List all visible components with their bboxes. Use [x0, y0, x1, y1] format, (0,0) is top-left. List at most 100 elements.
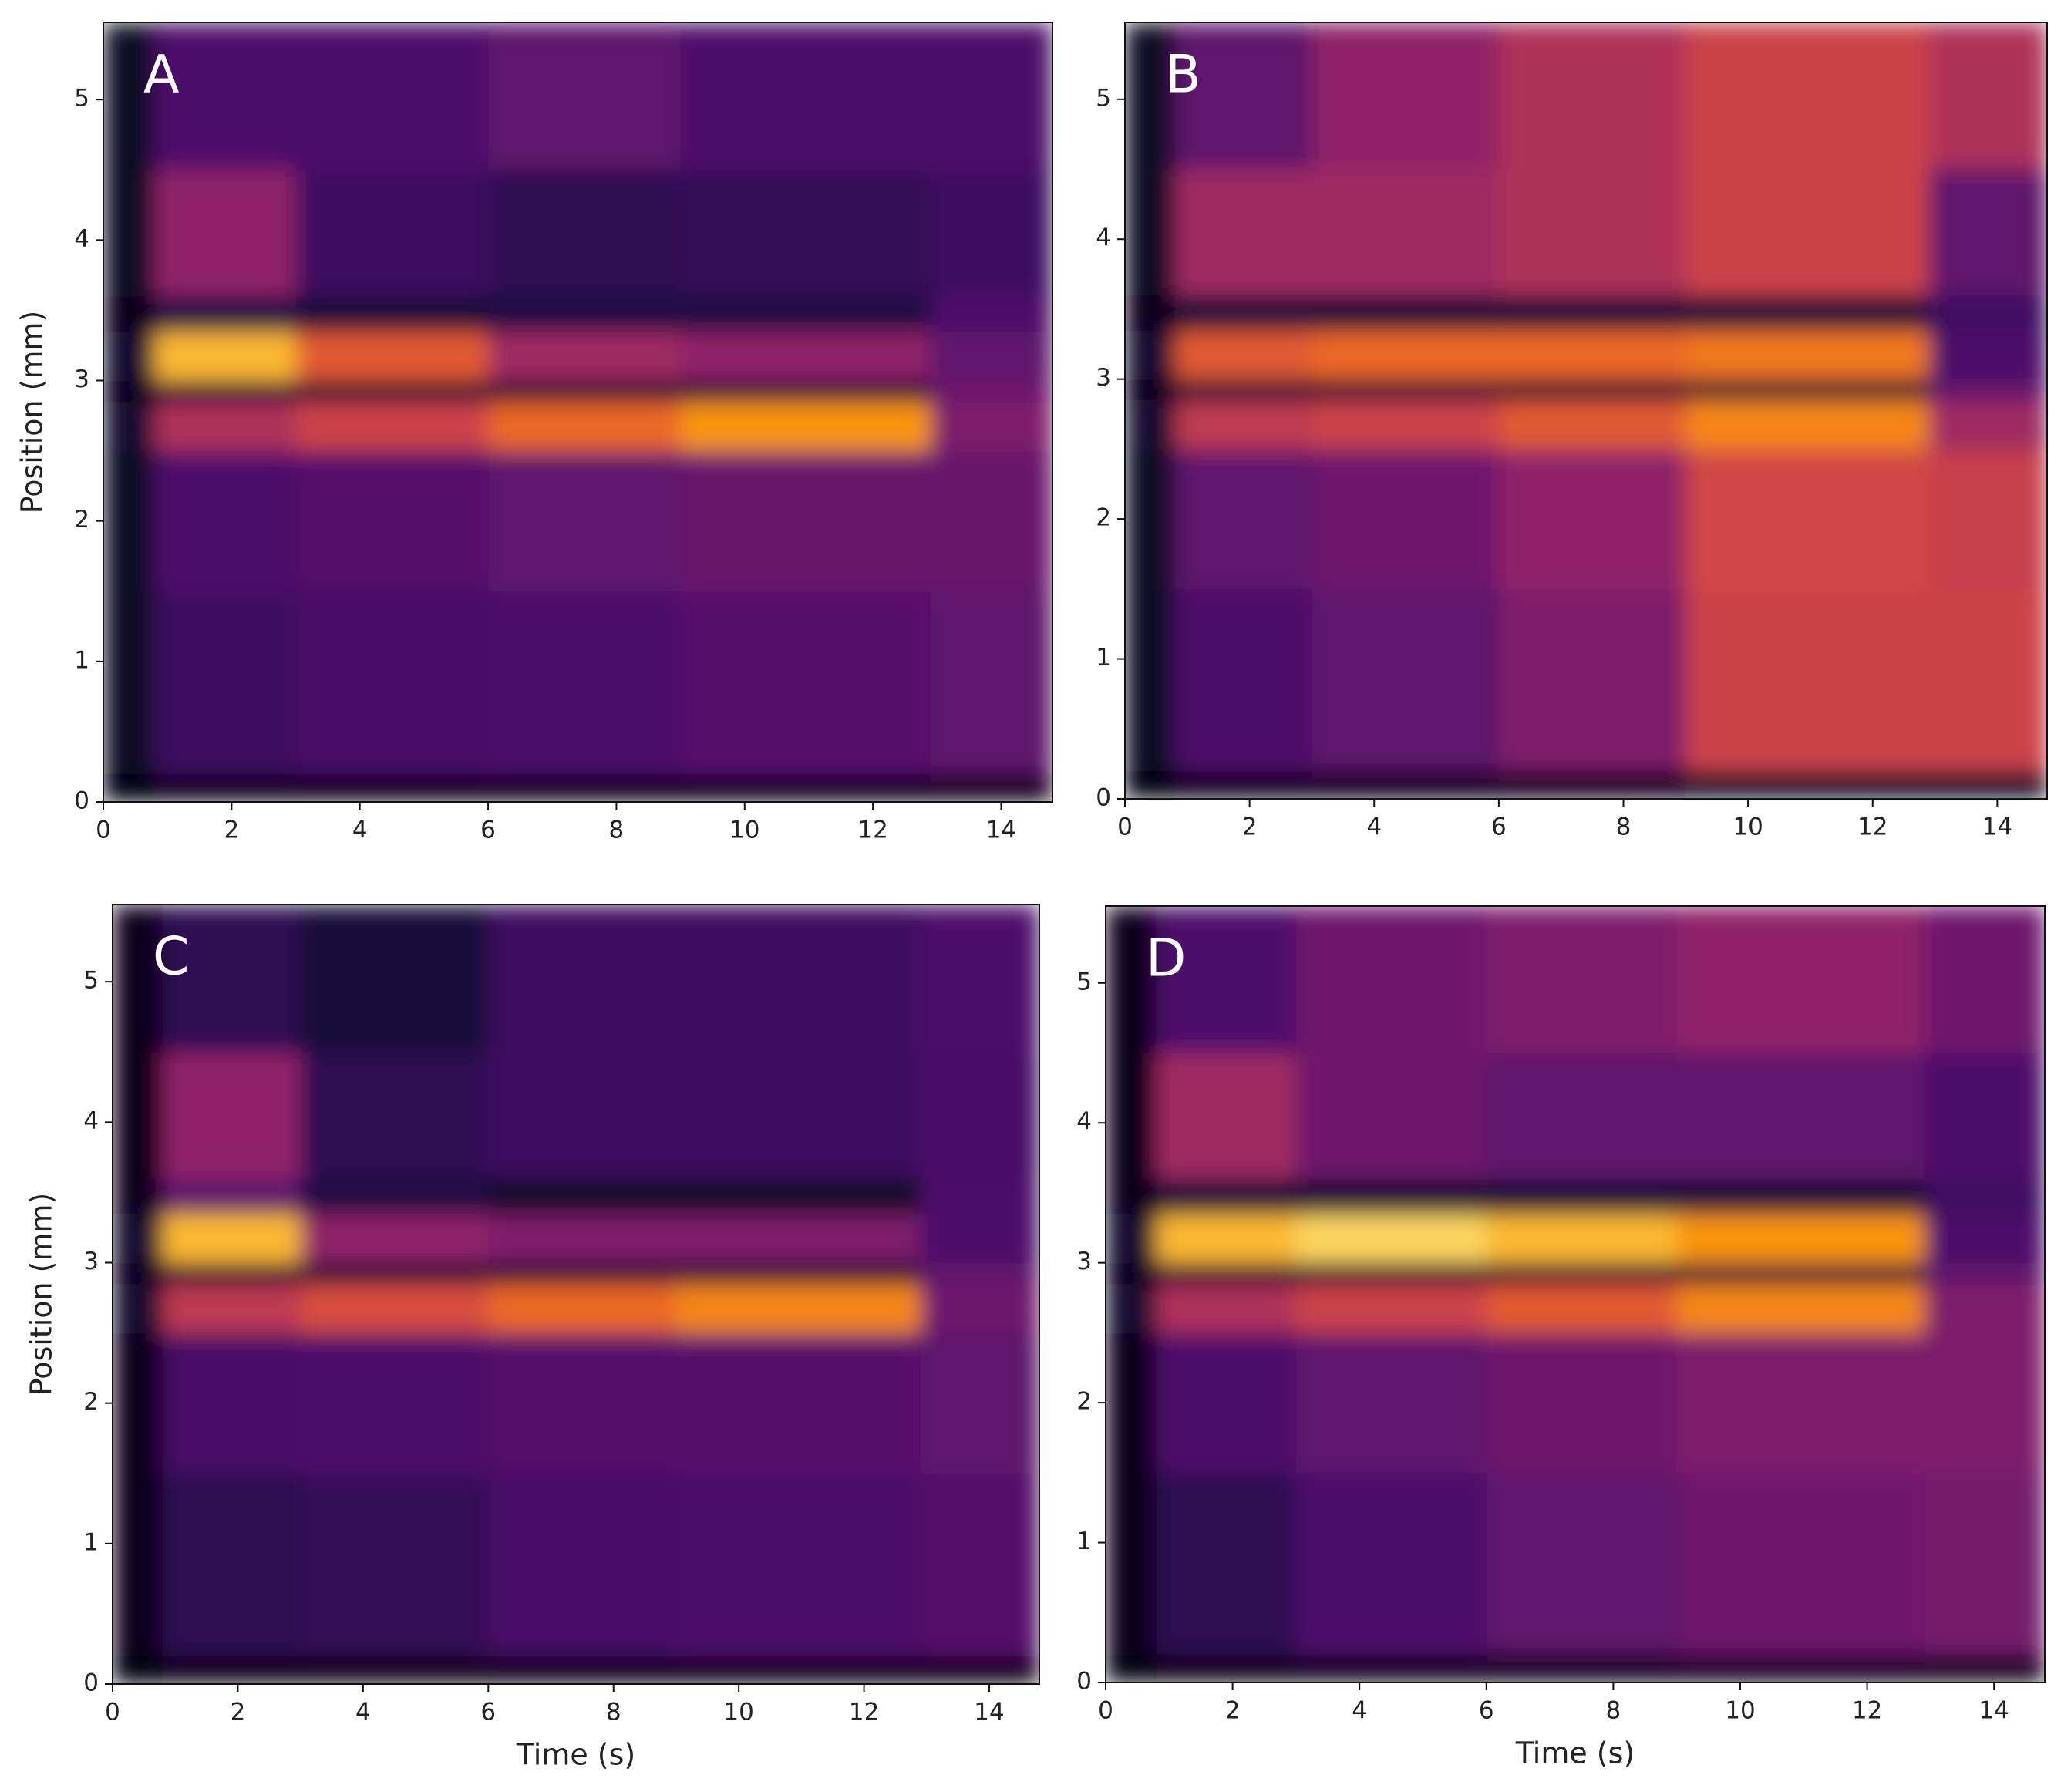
heatmap-cell: [488, 1262, 677, 1285]
heatmap-cell: [1685, 295, 1929, 331]
x-tick-label: 6: [480, 817, 496, 844]
x-tick-label: 4: [355, 1699, 371, 1726]
heatmap-cell: [488, 401, 682, 452]
heatmap-panel: [1106, 906, 2045, 1683]
heatmap-cell: [300, 1178, 489, 1214]
heatmap-cell: [295, 591, 489, 775]
heatmap-cell: [1295, 1472, 1487, 1656]
x-tick-label: 12: [1852, 1697, 1882, 1725]
heatmap-cell: [1498, 379, 1686, 401]
x-tick-label: 4: [352, 817, 368, 844]
heatmap-cell: [295, 331, 489, 382]
heatmap-cell: [1312, 379, 1500, 401]
y-tick-label: 5: [1096, 84, 1111, 112]
y-axis-label: Position (mm): [25, 1193, 59, 1396]
x-tick-label: 4: [1366, 813, 1382, 841]
heatmap-cell: [113, 1178, 163, 1214]
heatmap-cell: [1125, 770, 1176, 799]
x-tick-label: 10: [729, 817, 759, 844]
heatmap-cell: [1312, 330, 1500, 380]
heatmap-cell: [1106, 1262, 1157, 1285]
heatmap-cell: [1924, 1053, 2045, 1180]
x-tick-label: 8: [1616, 813, 1632, 841]
heatmap-cell: [1156, 1262, 1297, 1285]
heatmap-cell: [103, 170, 156, 297]
heatmap-cell: [1928, 588, 2047, 772]
y-tick-label: 2: [83, 1388, 99, 1416]
heatmap-cell: [113, 1656, 163, 1684]
heatmap-cell: [488, 1656, 677, 1684]
heatmap-cell: [113, 1213, 163, 1264]
heatmap-cell: [1174, 330, 1312, 380]
panel-label: C: [153, 927, 189, 988]
heatmap-cell: [1676, 1472, 1925, 1656]
heatmap-cells: [103, 22, 1052, 802]
heatmap-cell: [1125, 399, 1176, 450]
heatmap-cell: [680, 401, 931, 452]
heatmap-cell: [103, 22, 156, 170]
heatmap-cell: [1498, 169, 1686, 296]
heatmap-cell: [1295, 1053, 1487, 1180]
y-tick-label: 4: [74, 225, 89, 253]
heatmap-cell: [1685, 169, 1929, 296]
heatmap-cell: [1928, 22, 2047, 170]
heatmap-cell: [1312, 399, 1500, 450]
heatmap-cell: [488, 1052, 677, 1179]
y-tick-label: 2: [1096, 504, 1111, 532]
x-tick-label: 8: [606, 1699, 621, 1726]
x-tick-label: 0: [96, 817, 111, 844]
heatmap-cell: [488, 22, 682, 170]
heatmap-cell: [1156, 1214, 1297, 1264]
heatmap-cell: [1486, 1472, 1678, 1656]
heatmap-cell: [1685, 588, 1929, 772]
heatmap-cell: [300, 904, 489, 1053]
heatmap-cell: [154, 380, 297, 403]
heatmap-cell: [1295, 1262, 1487, 1285]
heatmap-cell: [1676, 1283, 1925, 1333]
heatmap-cell: [920, 904, 1039, 1053]
heatmap-cell: [1685, 399, 1929, 450]
heatmap-cell: [300, 1262, 489, 1285]
axes-frame: [112, 904, 1040, 1685]
heatmap-cell: [930, 22, 1052, 170]
heatmap-cell: [103, 331, 156, 382]
axes-frame: [1105, 905, 2046, 1683]
x-tick-label: 14: [974, 1699, 1004, 1726]
heatmap-cell: [1928, 169, 2047, 296]
heatmap-cell: [1676, 1262, 1925, 1285]
heatmap-cell: [103, 591, 156, 775]
heatmap-cell: [920, 1178, 1039, 1214]
heatmap-cells: [1106, 906, 2045, 1683]
heatmap-cell: [1156, 1053, 1297, 1180]
y-tick-label: 0: [1076, 1668, 1092, 1696]
heatmap-cell: [675, 1332, 921, 1474]
heatmap-cell: [1676, 1332, 1925, 1474]
heatmap-cell: [488, 331, 682, 382]
heatmap-cell: [675, 1262, 921, 1285]
y-tick-label: 4: [1096, 224, 1111, 252]
heatmap-cell: [1685, 449, 1929, 590]
y-tick-label: 1: [1096, 644, 1111, 672]
x-tick-label: 0: [1117, 813, 1133, 841]
heatmap-cell: [675, 1178, 921, 1214]
y-tick-label: 0: [74, 787, 89, 815]
heatmap-cell: [154, 591, 297, 775]
heatmap-cell: [162, 1213, 301, 1264]
heatmap-cell: [1174, 295, 1312, 331]
heatmap-cell: [675, 1052, 921, 1179]
x-tick-label: 6: [1491, 813, 1507, 841]
x-tick-label: 6: [1479, 1697, 1494, 1725]
heatmap-cell: [1106, 1332, 1157, 1474]
heatmap-cell: [920, 1262, 1039, 1285]
heatmap-cell: [1156, 1283, 1297, 1333]
heatmap-cell: [680, 296, 931, 332]
x-tick-label: 12: [849, 1699, 879, 1726]
x-tick-label: 10: [1725, 1697, 1755, 1725]
heatmap-cell: [1125, 449, 1176, 590]
y-tick-label: 0: [83, 1669, 99, 1697]
heatmap-cell: [1174, 770, 1312, 799]
heatmap-cell: [103, 380, 156, 403]
heatmap-cell: [930, 170, 1052, 297]
heatmap-cell: [1106, 1472, 1157, 1656]
